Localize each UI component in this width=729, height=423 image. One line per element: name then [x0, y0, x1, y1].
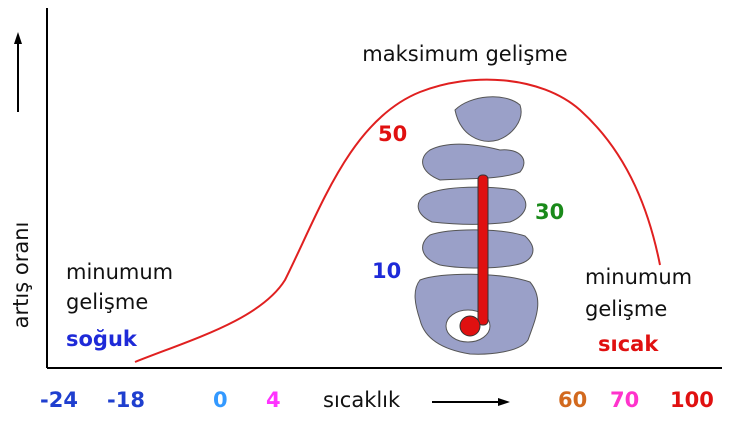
right-note-line: gelişme	[585, 297, 667, 321]
x-tick-label: -24	[40, 388, 78, 412]
x-tick-label: 0	[213, 388, 228, 412]
y-arrow-head	[14, 32, 22, 44]
x-tick-label: 4	[266, 388, 281, 412]
diagram: artış oranı maksimum gelişme minumum gel…	[0, 0, 729, 423]
thermometer-bulb	[460, 316, 480, 336]
x-tick-label: -18	[107, 388, 145, 412]
right-zone: sıcak	[598, 332, 659, 356]
thermometer-label: 10	[372, 259, 401, 283]
right-note-line: minumum	[585, 265, 692, 289]
left-note-line: minumum	[66, 260, 173, 284]
x-axis-label: sıcaklık	[323, 388, 401, 412]
thermometer-label: 30	[535, 200, 564, 224]
x-tick-label: 70	[610, 388, 639, 412]
title: maksimum gelişme	[362, 42, 567, 66]
left-note-line: gelişme	[66, 290, 148, 314]
left-zone: soğuk	[66, 327, 138, 351]
x-arrow-head	[498, 398, 510, 406]
x-tick-label: 60	[558, 388, 587, 412]
thermometer-tube	[478, 175, 488, 325]
x-tick-label: 100	[670, 388, 714, 412]
y-axis-label: artış oranı	[9, 222, 33, 329]
thermometer-label: 50	[378, 122, 407, 146]
